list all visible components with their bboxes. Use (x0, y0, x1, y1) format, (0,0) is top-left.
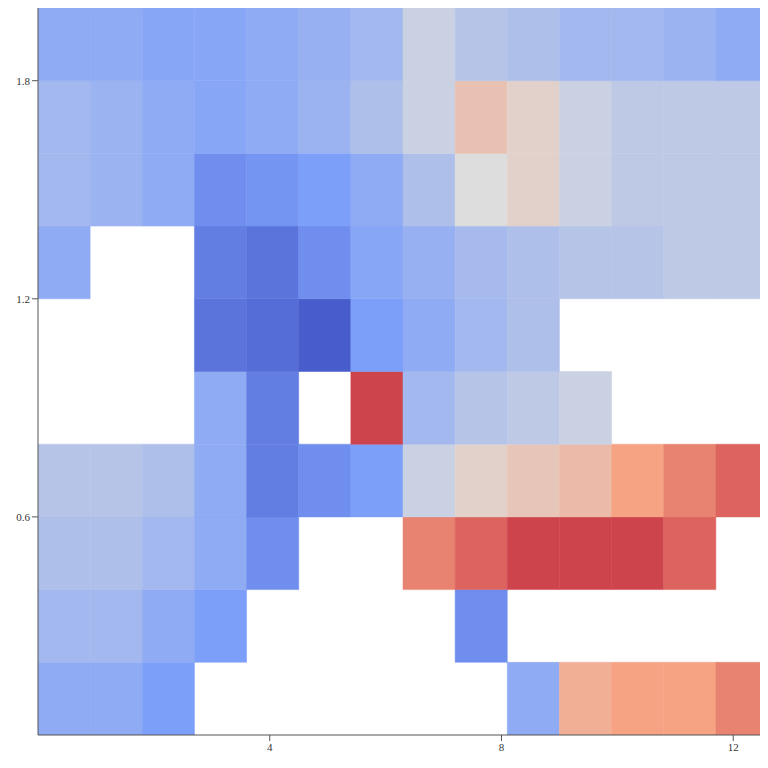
svg-text:1.2: 1.2 (16, 293, 30, 305)
svg-text:4: 4 (267, 741, 273, 753)
svg-text:0.6: 0.6 (16, 511, 30, 523)
svg-text:1.8: 1.8 (16, 75, 30, 87)
svg-text:8: 8 (499, 741, 505, 753)
svg-text:12: 12 (728, 741, 739, 753)
